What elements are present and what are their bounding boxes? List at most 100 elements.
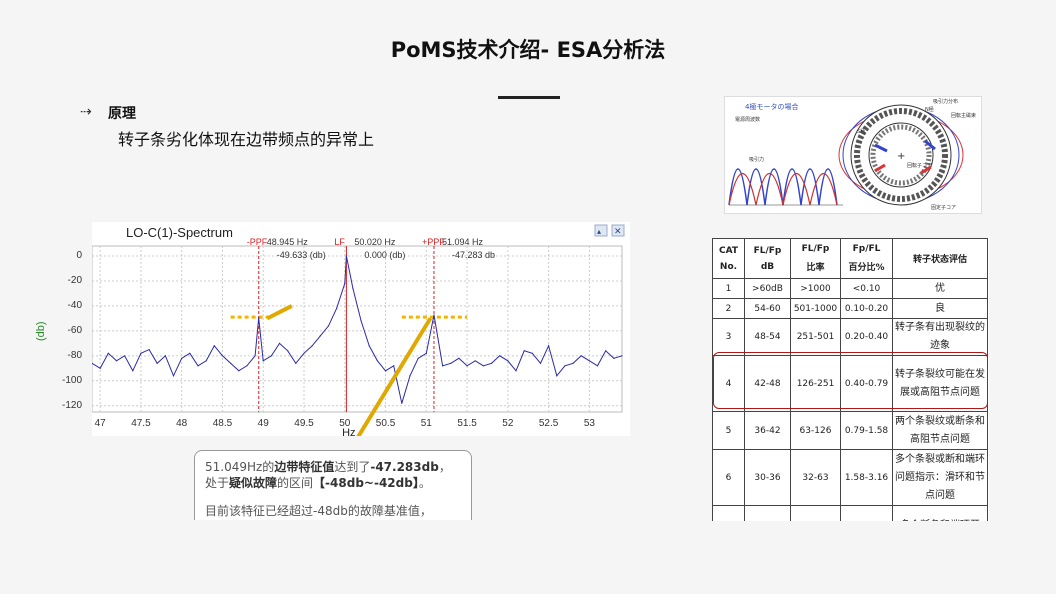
callout-line-2: 处于疑似故障的区间【-48db~-42db】。 (205, 475, 461, 491)
table-cell-ratio: <32 (790, 505, 841, 521)
spectrum-point (393, 365, 395, 367)
spectrum-title: LO-C(1)-Spectrum (126, 225, 233, 240)
spectrum-point (213, 345, 215, 347)
table-cell-ratio: 501-1000 (790, 298, 841, 319)
motor-heading: 4極モータの場合 (745, 102, 798, 111)
pointer-arrow-left (266, 304, 293, 321)
table-cell-cat: 6 (712, 449, 745, 506)
table-cell-eval: 多个条裂或断和端环问题指示：滑环和节点问题 (892, 449, 988, 506)
pointer-arrow-right (356, 317, 433, 436)
table-row: 3 48-54 251-501 0.20-0.40 转子条有出现裂纹的迹象 (712, 318, 988, 356)
motor-note-2: 吸引力 (749, 156, 764, 163)
flux-arrow-1 (874, 143, 888, 153)
marker-level: -47.283 db (452, 250, 495, 260)
stator-core-label: 固定子コア (931, 204, 956, 211)
spectrum-point (596, 365, 599, 367)
table-cell-eval: 转子条裂纹可能在发展或高阻节点问题 (892, 355, 988, 412)
table-cell-db: >60dB (744, 278, 791, 299)
table-header: CAT No. FL/Fp dB FL/Fp 比率 Fp/FL 百分比% 转子状态评估 (712, 238, 988, 279)
marker-tag: LF (334, 237, 345, 247)
table-cell-ratio: 63-126 (790, 411, 841, 450)
marker-level: -49.633 (db) (277, 250, 326, 260)
spectrum-point (523, 350, 525, 352)
spectrum-point (360, 320, 362, 322)
spectrum-point (327, 325, 330, 327)
column-header-line: 百分比% (848, 263, 885, 273)
table-cell-ratio: >1000 (790, 278, 841, 299)
bullet-text: 转子条劣化体现在边带频点的异常上 (118, 130, 375, 149)
spectrum-point (564, 365, 566, 367)
column-header-line: 比率 (806, 263, 825, 273)
x-tick-label: 52 (502, 418, 514, 429)
table-header-row: CAT No. FL/Fp dB FL/Fp 比率 Fp/FL 百分比% 转子状态评估 (712, 238, 988, 279)
x-tick-label: 52.5 (539, 418, 559, 429)
spectrum-point (352, 287, 354, 289)
column-header-line: Fp/FL (852, 244, 881, 254)
column-header-line: No. (719, 261, 738, 272)
spectrum-point (401, 402, 403, 404)
column-header: CAT No. (712, 238, 745, 279)
rotor-plus-sign: + (897, 151, 905, 162)
table-cell-ratio: 32-63 (790, 449, 841, 506)
table-row: 6 30-36 32-63 1.58-3.16 多个条裂或断和端环问题指示：滑环和节点问… (712, 449, 988, 506)
y-tick-label: 0 (76, 249, 82, 261)
minimize-button[interactable] (594, 224, 608, 237)
minimize-icon: ▴ (597, 227, 601, 236)
spectrum-point (319, 335, 321, 337)
spectrum-point (115, 360, 118, 362)
callout-line-3: 目前该特征已经超过-48db的故障基准值， (205, 504, 432, 518)
spectrum-point (92, 362, 93, 364)
column-header-line: dB (760, 261, 775, 272)
table-cell-cat: 7 (712, 505, 745, 521)
table-cell-pct: 0.40-0.79 (840, 355, 893, 412)
table-cell-eval: 优 (892, 278, 988, 299)
spectrum-point (262, 360, 264, 362)
close-button[interactable] (611, 224, 625, 237)
table-cell-pct: 0.20-0.40 (840, 318, 893, 356)
spectrum-point (156, 362, 158, 364)
spectrum-point (507, 360, 509, 362)
table-cell-pct: 0.79-1.58 (840, 411, 893, 450)
spectrum-point (197, 365, 199, 367)
spectrum-point (613, 357, 615, 359)
column-header-line: CAT (718, 245, 738, 256)
table-cell-pct: <0.10 (840, 278, 893, 299)
callout-text: 。 (418, 476, 431, 490)
spectrum-point (548, 345, 550, 347)
column-header: Fp/FL 百分比% (840, 238, 893, 279)
spectrum-point (107, 352, 109, 354)
spectrum-point (515, 370, 517, 372)
spectrum-point (539, 362, 542, 364)
table-cell-pct: 1.58-3.16 (840, 449, 893, 506)
y-axis-title-svg: (db) (35, 321, 47, 341)
bullet-arrow-icon: ⇢ (80, 104, 92, 120)
spectrum-point (270, 355, 272, 357)
marker-tag: +PPF (422, 237, 445, 247)
spectrum-point (336, 307, 338, 309)
spectrum-point (99, 367, 101, 369)
table-cell-db: 36-42 (744, 411, 791, 450)
table-cell-ratio: 251-501 (790, 318, 841, 356)
spectrum-point (287, 350, 289, 352)
spectrum-point (172, 375, 175, 377)
table-cell-db: <30 (744, 505, 791, 521)
spectrum-point (230, 362, 232, 364)
spectrum-point (376, 360, 378, 362)
table-cell-eval: 良 (892, 298, 988, 319)
table-cell-cat: 1 (712, 278, 745, 299)
spectrum-point (490, 362, 493, 364)
marker-frequency: 50.020 Hz (354, 237, 396, 247)
callout-bold: 【-48db~-42db】 (313, 476, 419, 490)
spectrum-point (295, 362, 297, 364)
table-cell-eval: 多个断条和端环开 (892, 505, 988, 521)
spectrum-point (140, 352, 142, 354)
column-header-line: 转子状态评估 (912, 255, 967, 265)
marker-level: 0.000 (db) (364, 250, 405, 260)
spectrum-point (621, 355, 623, 357)
spectrum-point (124, 355, 126, 357)
y-axis-title: (db) (35, 321, 47, 341)
x-tick-label: 51 (421, 418, 433, 429)
motor-diagram: 4極モータの場合 電源周波数 吸引力 + 回転子コア N極 S極 吸引力分布 固… (724, 96, 982, 214)
spectrum-point (238, 370, 240, 372)
table-cell-ratio: 126-251 (790, 355, 841, 412)
